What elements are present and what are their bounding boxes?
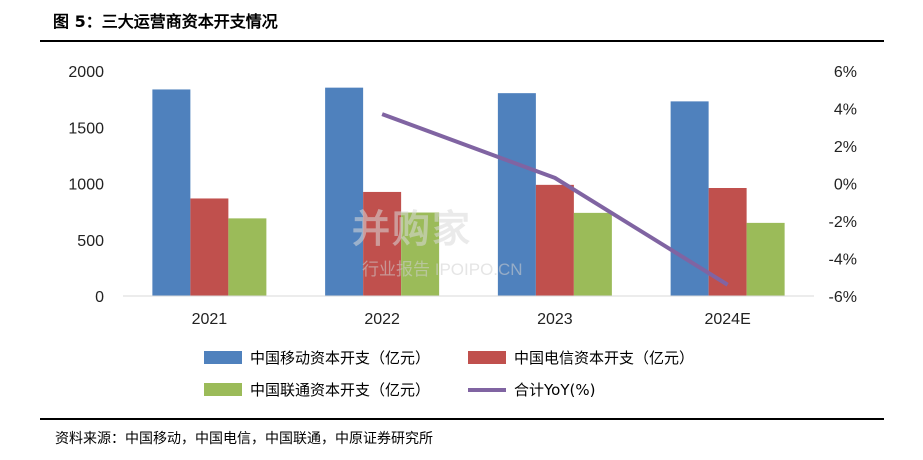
legend-item-mobile: 中国移动资本开支（亿元）	[204, 347, 430, 368]
bar-0-2022	[325, 87, 364, 297]
legend-label-mobile: 中国移动资本开支（亿元）	[250, 349, 431, 367]
bar-0-2024E	[670, 101, 709, 296]
y2-tick-label: -2%	[829, 214, 857, 231]
legend-label-telecom: 中国电信资本开支（亿元）	[514, 349, 695, 367]
y2-tick-label: -4%	[829, 252, 857, 269]
y2-tick-label: -6%	[829, 289, 857, 306]
yoy-line	[381, 112, 729, 287]
bar-0-2023	[497, 93, 536, 296]
y-tick-label: 500	[77, 233, 104, 250]
y2-tick-label: 2%	[834, 139, 857, 156]
legend-label-unicom: 中国联通资本开支（亿元）	[250, 381, 431, 399]
y-tick-label: 2000	[68, 64, 104, 81]
bar-1-2024E	[708, 188, 747, 296]
x-tick-label: 2024E	[704, 311, 750, 328]
legend-item-yoy: 合计YoY(%)	[468, 379, 595, 400]
legend-swatch-mobile	[204, 351, 242, 364]
y-tick-label: 0	[95, 289, 104, 306]
y-tick-label: 1500	[68, 120, 104, 137]
figure-title: 图 5：三大运营商资本开支情况	[53, 12, 278, 31]
y2-tick-label: 6%	[834, 64, 857, 81]
bar-2-2024E	[746, 222, 785, 296]
bar-0-2021	[152, 89, 191, 296]
legend-label-yoy: 合计YoY(%)	[514, 381, 596, 399]
legend-item-telecom: 中国电信资本开支（亿元）	[468, 347, 694, 368]
y2-tick-label: 0%	[834, 177, 857, 194]
bar-1-2021	[190, 198, 229, 296]
x-tick-label: 2022	[364, 311, 400, 328]
legend-swatch-yoy	[468, 387, 506, 392]
bar-1-2022	[363, 191, 402, 296]
legend-swatch-telecom	[468, 351, 506, 364]
bar-2-2021	[228, 218, 267, 296]
source-note: 资料来源：中国移动，中国电信，中国联通，中原证券研究所	[55, 431, 433, 447]
top-rule	[40, 40, 884, 42]
bottom-rule	[40, 418, 884, 420]
x-tick-label: 2021	[192, 311, 228, 328]
y-tick-label: 1000	[68, 177, 104, 194]
bar-2-2022	[401, 212, 440, 296]
x-tick-label: 2023	[537, 311, 573, 328]
bar-1-2023	[535, 184, 574, 296]
capex-chart: 2000 1500 1000 500 0 6% 4% 2% 0% -2% -4% -6% 2021 2…	[68, 64, 857, 328]
bar-2-2023	[573, 212, 612, 296]
y2-tick-label: 4%	[834, 102, 857, 119]
legend-swatch-unicom	[204, 383, 242, 396]
legend-item-unicom: 中国联通资本开支（亿元）	[204, 379, 430, 400]
